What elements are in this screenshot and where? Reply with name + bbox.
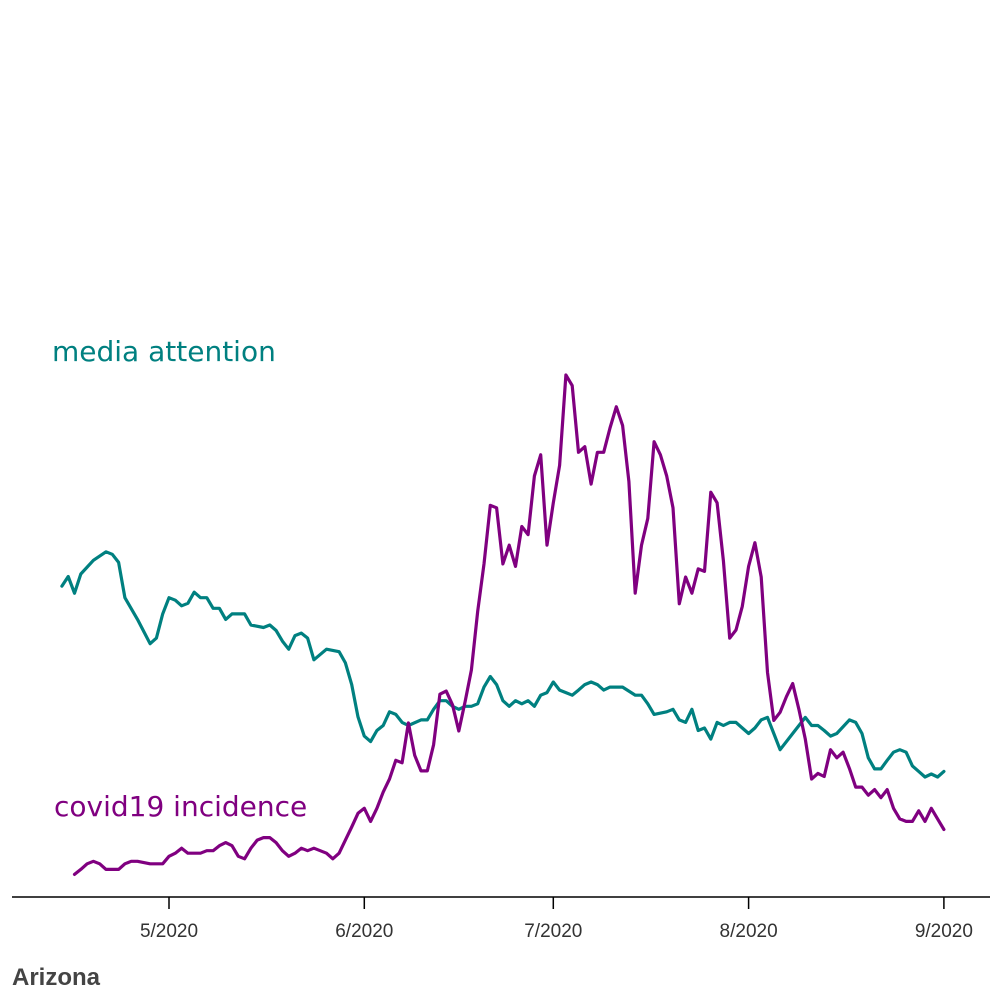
x-tick-label: 5/2020: [140, 921, 198, 942]
covid19-incidence-label: covid19 incidence: [54, 790, 307, 823]
x-tick-label: 8/2020: [720, 921, 778, 942]
state-name: Arizona: [12, 964, 101, 991]
series-line-covid19-incidence: [72, 373, 946, 876]
media-attention-label: media attention: [52, 335, 276, 368]
x-tick-label: 9/2020: [915, 921, 973, 942]
x-tick-label: 6/2020: [335, 921, 393, 942]
x-tick-label: 7/2020: [524, 921, 582, 942]
x-axis-ticks: 5/2020 6/2020 7/2020 8/2020 9/2020: [140, 897, 973, 942]
series-line-media-attention: [60, 550, 946, 779]
series-layer: [60, 373, 946, 876]
